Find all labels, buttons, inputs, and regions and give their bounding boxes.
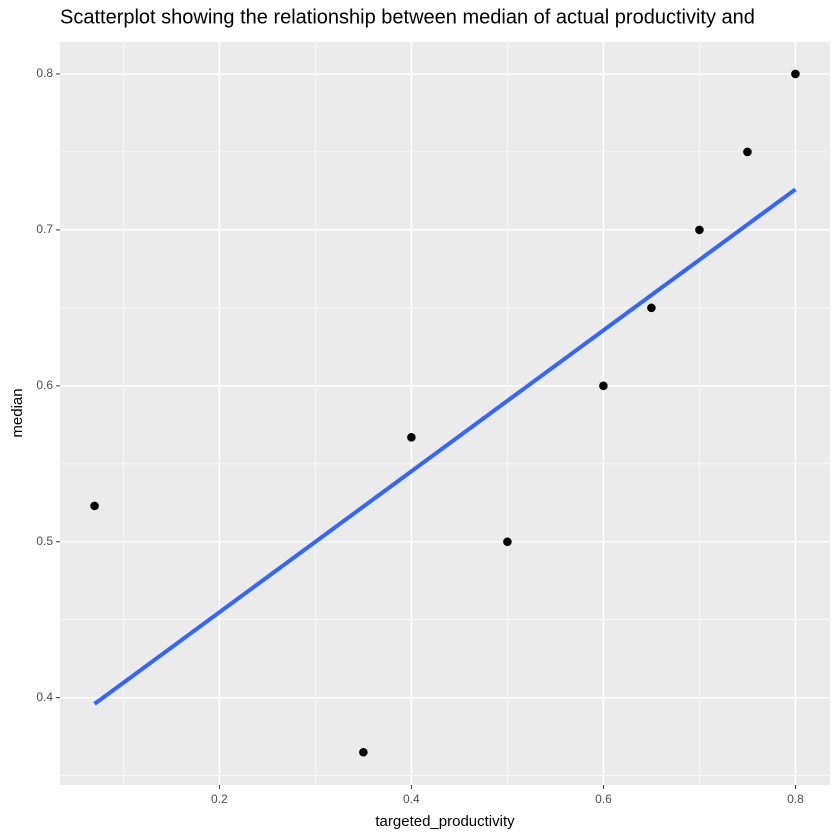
- grid: [60, 42, 830, 785]
- x-tick-label: 0.6: [595, 792, 612, 806]
- x-tick-label: 0.2: [211, 792, 228, 806]
- y-axis-label: median: [9, 388, 26, 437]
- x-axis-label: targeted_productivity: [375, 813, 515, 830]
- point: [599, 381, 608, 391]
- chart-title: Scatterplot showing the relationship bet…: [60, 6, 755, 28]
- point: [647, 303, 656, 313]
- point: [503, 537, 512, 547]
- y-tick-label: 0.8: [36, 66, 53, 80]
- trend-line: [93, 187, 797, 706]
- point: [359, 747, 368, 757]
- x-tick-label: 0.4: [403, 792, 420, 806]
- y-tick-label: 0.5: [36, 534, 53, 548]
- point: [407, 432, 416, 442]
- y-tick-label: 0.6: [36, 378, 53, 392]
- point: [743, 147, 752, 157]
- y-tick-label: 0.4: [36, 690, 53, 704]
- panel: [60, 42, 830, 785]
- point: [90, 501, 99, 511]
- x-tick-label: 0.8: [787, 792, 804, 806]
- point: [695, 225, 704, 235]
- point: [791, 69, 800, 79]
- y-tick-label: 0.7: [36, 222, 53, 236]
